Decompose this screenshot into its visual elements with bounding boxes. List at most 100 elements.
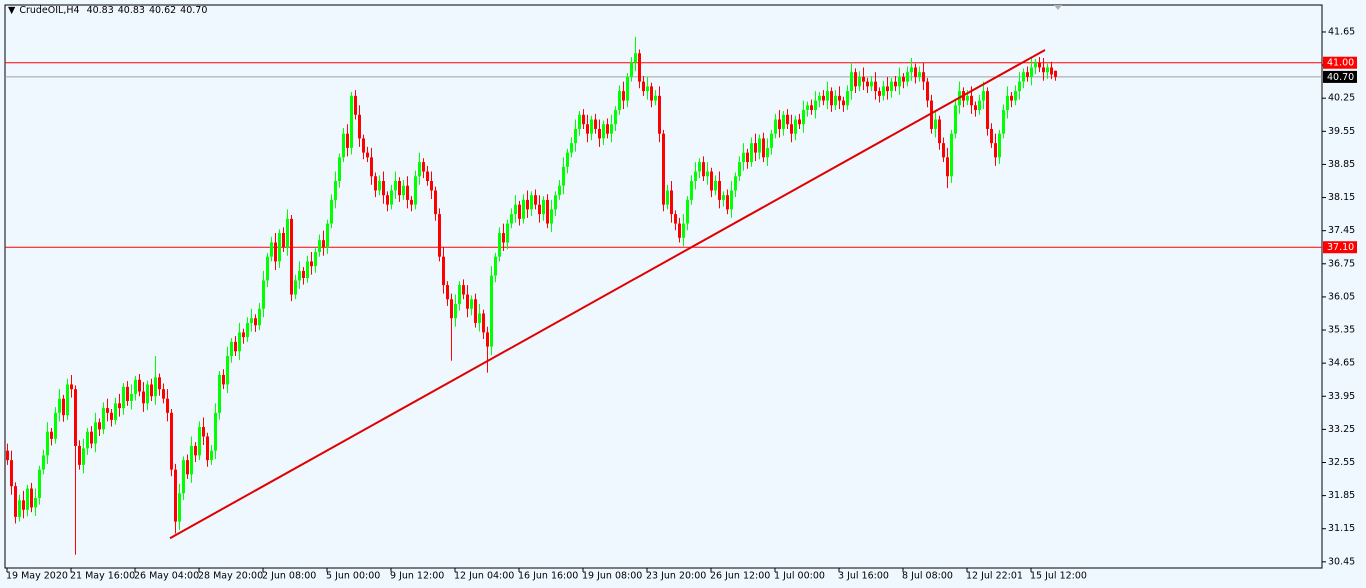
candle-body xyxy=(450,299,453,319)
candle-body xyxy=(982,91,985,101)
candle-body xyxy=(278,233,281,262)
candle-body xyxy=(638,53,641,82)
candle-body xyxy=(118,403,121,409)
x-tick-label: 3 Jul 16:00 xyxy=(838,571,889,582)
candle-body xyxy=(842,100,845,106)
candle-body xyxy=(166,398,169,413)
x-tick-label: 21 May 16:00 xyxy=(70,571,135,582)
candle-body xyxy=(510,214,513,224)
candle-body xyxy=(826,91,829,101)
candle-body xyxy=(234,341,237,352)
candle-body xyxy=(890,81,893,92)
candle-body xyxy=(1002,110,1005,134)
candle-body xyxy=(430,180,433,191)
candle-body xyxy=(22,500,25,510)
candle-body xyxy=(158,377,161,390)
candle-body xyxy=(850,72,853,92)
candle-body xyxy=(854,72,857,87)
candle-body xyxy=(286,218,289,248)
candle-body xyxy=(722,195,725,200)
candle-body xyxy=(174,469,177,522)
candle-body xyxy=(542,199,545,215)
candle-body xyxy=(922,72,925,82)
candle-body xyxy=(642,81,645,92)
candle-body xyxy=(874,81,877,92)
candle-body xyxy=(1010,95,1013,101)
candle-body xyxy=(810,105,813,111)
y-tick-label: 40.25 xyxy=(1328,93,1355,104)
candle-body xyxy=(466,294,469,309)
candle-body xyxy=(114,403,117,420)
candle-body xyxy=(362,138,365,153)
candle-body xyxy=(778,119,781,129)
candle-body xyxy=(986,91,989,129)
candle-body xyxy=(70,384,73,390)
candle-body xyxy=(190,445,193,475)
candle-body xyxy=(714,180,717,191)
candle-body xyxy=(322,240,325,248)
candle-body xyxy=(270,242,273,257)
header-open: 40.83 xyxy=(86,5,114,16)
candle-body xyxy=(74,389,77,446)
candle-body xyxy=(218,374,221,413)
candle-body xyxy=(1042,67,1045,73)
candle-body xyxy=(770,133,773,148)
candle-body xyxy=(34,497,37,508)
candle-body xyxy=(862,76,865,82)
candle-body xyxy=(482,313,485,333)
candle-body xyxy=(170,412,173,470)
candle-body xyxy=(870,81,873,87)
y-tick-label: 32.55 xyxy=(1328,457,1355,468)
candle-body xyxy=(314,251,317,267)
candle-body xyxy=(782,114,785,129)
candle-body xyxy=(86,431,89,449)
x-tick-label: 2 Jun 08:00 xyxy=(262,571,316,582)
y-tick-label: 41.65 xyxy=(1328,26,1355,37)
candle-body xyxy=(1014,91,1017,101)
y-tick-label: 34.65 xyxy=(1328,358,1355,369)
chart-header: ▼ CrudeOIL,H4 40.83 40.83 40.62 40.70 xyxy=(8,4,211,18)
y-tick-label: 39.55 xyxy=(1328,126,1355,137)
candle-body xyxy=(734,176,737,191)
candle-body xyxy=(126,386,129,401)
candle-body xyxy=(558,185,561,196)
candle-body xyxy=(910,67,913,73)
candle-body xyxy=(1026,72,1029,77)
candle-body xyxy=(238,332,241,352)
candle-body xyxy=(730,190,733,210)
candle-body xyxy=(822,95,825,101)
candle-body xyxy=(602,124,605,139)
candle-body xyxy=(550,209,553,224)
header-arrow: ▼ xyxy=(8,5,16,16)
x-tick-label: 1 Jul 00:00 xyxy=(774,571,825,582)
horizontal-line-label: 37.10 xyxy=(1327,242,1354,253)
candle-body xyxy=(990,128,993,144)
candle-body xyxy=(738,162,741,177)
candle-body xyxy=(630,62,633,77)
candle-body xyxy=(194,445,197,456)
candle-body xyxy=(30,488,33,508)
candle-body xyxy=(802,110,805,125)
candle-body xyxy=(682,223,685,238)
candle-body xyxy=(422,162,425,172)
candle-body xyxy=(662,133,665,205)
candle-body xyxy=(1022,72,1025,82)
candle-body xyxy=(366,152,369,158)
candle-body xyxy=(878,91,881,96)
candle-body xyxy=(518,204,521,219)
x-tick-label: 19 Jun 08:00 xyxy=(582,571,642,582)
candle-body xyxy=(698,162,701,172)
candle-body xyxy=(670,190,673,215)
candle-body xyxy=(210,450,213,461)
candle-body xyxy=(574,128,577,144)
candle-body xyxy=(306,261,309,278)
candle-body xyxy=(230,341,233,357)
candle-body xyxy=(302,270,305,278)
candle-body xyxy=(678,223,681,238)
candle-body xyxy=(970,95,973,106)
x-tick-label: 9 Jun 12:00 xyxy=(390,571,444,582)
candle-body xyxy=(606,124,609,134)
candle-body xyxy=(442,256,445,286)
header-high: 40.83 xyxy=(117,5,145,16)
